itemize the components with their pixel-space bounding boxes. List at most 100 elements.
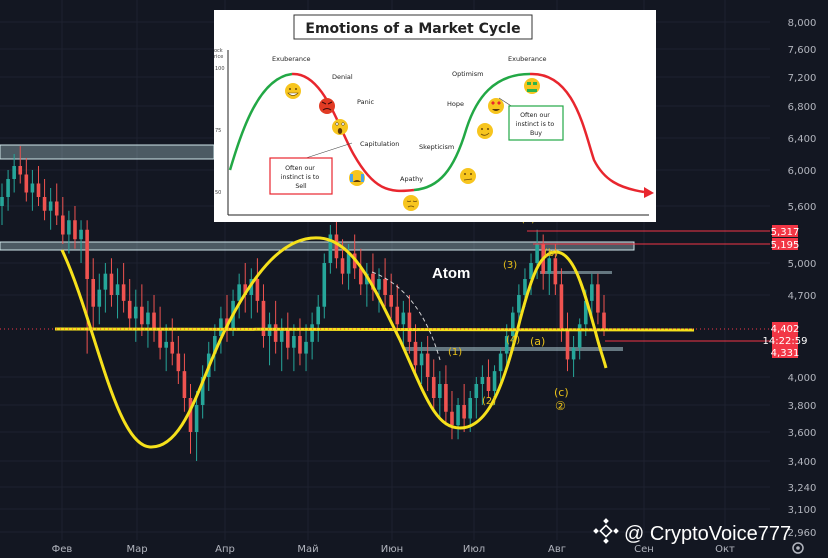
candle-body [334, 234, 339, 259]
smirking-face-icon [477, 123, 493, 139]
x-tick-label: Июн [381, 544, 403, 555]
inset-arrow-head [644, 187, 654, 198]
y-tick-label: 6,800 [788, 102, 817, 113]
chart-title: Atom [432, 265, 470, 282]
candle-body [559, 284, 564, 331]
candle-body [407, 312, 412, 342]
inset-red-curve-1 [291, 72, 415, 193]
y-tick-label: 7,200 [788, 73, 817, 84]
time-axis: Фев Мар Апр Май Июн Июл Авг Сен Окт [52, 544, 735, 555]
candle-body [273, 324, 278, 342]
candle-body [152, 312, 156, 331]
candle-body [170, 341, 175, 354]
candle-body [36, 183, 41, 197]
candle-body [48, 201, 53, 211]
candle-body [328, 234, 333, 263]
price-label-text: 5,317 [771, 227, 800, 238]
candle-body [279, 330, 284, 342]
candle-body [164, 341, 168, 348]
inset-stage-exuberance-1: Exuberance [272, 55, 311, 63]
price-label-box [772, 225, 798, 237]
screaming-face-icon [332, 119, 348, 135]
y-tick-label: 6,000 [788, 166, 817, 177]
pensive-face-icon [403, 195, 419, 211]
candle-body [510, 312, 515, 336]
heart-eyes-face-icon [488, 98, 504, 114]
price-label-box [772, 322, 798, 334]
price-label-text: 5,195 [771, 240, 800, 251]
grinning-face-icon [285, 83, 301, 99]
candle-body [121, 284, 126, 301]
candle-body [583, 300, 588, 325]
crying-face-icon [349, 170, 365, 186]
candle-body [602, 312, 606, 331]
candle-body [316, 306, 321, 325]
candle-body [425, 353, 430, 377]
candle-body [285, 330, 290, 348]
angry-face-icon [319, 98, 335, 114]
x-tick-label: Май [297, 544, 318, 555]
y-tick-label: 5,000 [788, 259, 817, 270]
candle-body [6, 179, 10, 197]
candle-body [219, 318, 223, 336]
candle-body [200, 377, 205, 405]
inset-red-curve-2 [529, 72, 645, 194]
zone-lower-right [405, 347, 623, 351]
inset-sell-box [269, 157, 333, 195]
price-label-box [772, 334, 798, 346]
candle-body [109, 273, 114, 295]
wave-label-c: (c) [554, 386, 569, 399]
candle-body [577, 324, 582, 348]
analysis-overlay [0, 230, 770, 449]
x-tick-label: Фев [52, 544, 73, 555]
price-label-box [772, 346, 798, 358]
candle-body [213, 336, 217, 354]
inset-stage-capitulation: Capitulation [360, 140, 399, 148]
inset-title: Emotions of a Market Cycle [305, 21, 520, 37]
candle-body [596, 284, 600, 313]
inset-title-box [293, 14, 533, 40]
candle-body [30, 183, 35, 193]
buy-note-line-1: Often our [520, 112, 550, 119]
market-cycle-inset: Emotions of a Market Cycle ock rice 100 … [214, 10, 656, 222]
settings-gear-icon[interactable] [792, 542, 804, 554]
y-tick-label: 4,000 [788, 373, 817, 384]
candle-body [444, 384, 448, 412]
zone-middle [0, 241, 635, 251]
candle-body [194, 405, 199, 432]
candle-body [237, 284, 241, 301]
candle-body [553, 258, 558, 285]
price-label-box [772, 238, 798, 250]
candle-body [401, 312, 406, 325]
candle-body [486, 377, 491, 391]
candle-body [438, 384, 442, 398]
inset-stage-hope: Hope [447, 100, 464, 108]
candle-body [504, 336, 509, 354]
price-axis: 8,000 7,600 7,200 6,800 6,400 6,000 5,600 5,000… [788, 18, 817, 539]
candle-body [462, 405, 466, 419]
candle-body [535, 244, 539, 263]
wave-label-2: (2) [482, 396, 496, 407]
candle-body [456, 405, 460, 426]
candle-body [115, 284, 120, 295]
yellow-horizontal-support [54, 327, 695, 332]
candle-body [261, 300, 266, 336]
candle-body [67, 220, 71, 235]
candle-body [18, 166, 23, 175]
candle-body [91, 279, 96, 307]
inset-y-caption-2: rice [214, 54, 223, 60]
candle-body [413, 341, 418, 366]
candle-body [0, 197, 4, 206]
inset-stage-denial: Denial [332, 73, 353, 81]
candle-body [79, 229, 83, 240]
candle-body [24, 174, 29, 193]
candle-body [346, 253, 351, 274]
thinking-face-icon [460, 168, 476, 184]
candle-body [103, 273, 108, 290]
x-tick-label: Апр [215, 544, 235, 555]
candle-body [182, 371, 187, 398]
x-tick-label: Сен [634, 544, 654, 555]
inset-y-label-50: 50 [215, 190, 221, 196]
candle-body [498, 353, 503, 372]
